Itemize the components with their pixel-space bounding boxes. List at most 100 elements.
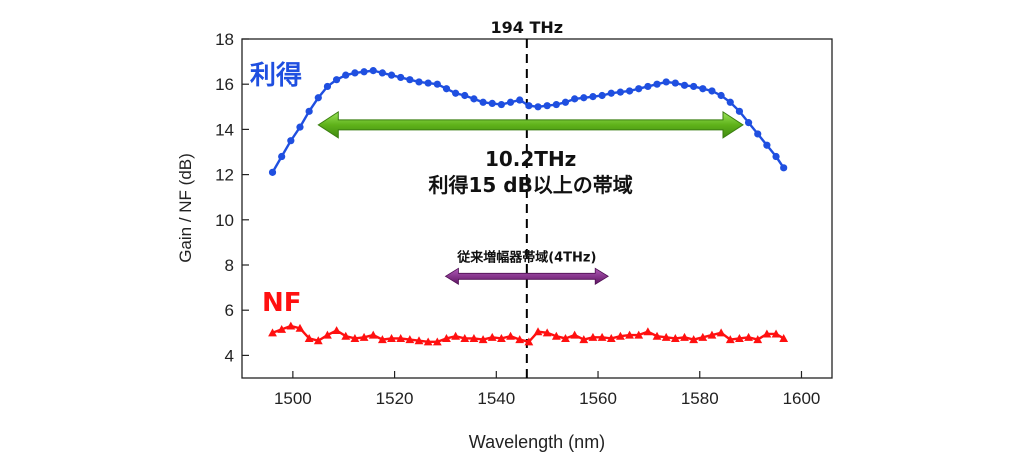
data-point	[690, 82, 698, 91]
data-point	[506, 331, 515, 340]
data-point	[397, 73, 405, 82]
data-point	[369, 67, 377, 75]
data-point	[762, 329, 772, 338]
data-point	[278, 152, 286, 161]
narrow-band-arrow	[444, 267, 609, 286]
data-point	[415, 78, 423, 86]
data-point	[744, 119, 753, 127]
x-axis-label: Wavelength (nm)	[469, 432, 605, 452]
data-point	[680, 332, 689, 341]
data-point	[442, 85, 451, 93]
data-point	[779, 334, 789, 342]
data-point	[452, 89, 460, 97]
data-point	[643, 327, 653, 336]
data-point	[717, 91, 725, 100]
data-point	[461, 91, 469, 100]
x-axis-ticks: 1500 1520 1540 1560 1580 1600	[274, 371, 820, 408]
data-point	[277, 325, 287, 333]
data-point	[470, 95, 478, 103]
y-axis-label: Gain / NF (dB)	[176, 153, 195, 263]
data-point	[662, 78, 670, 86]
data-point	[707, 330, 717, 339]
data-point	[304, 334, 314, 342]
data-point	[314, 94, 322, 102]
data-point	[735, 334, 744, 342]
data-point	[342, 71, 350, 79]
data-point	[351, 69, 359, 77]
data-point	[625, 330, 634, 339]
y-tick-label: 10	[215, 211, 234, 230]
series-gain	[268, 67, 788, 176]
data-point	[487, 332, 497, 341]
data-point	[735, 107, 744, 115]
y-tick-label: 4	[225, 346, 234, 365]
data-point	[698, 332, 708, 341]
wide-band-arrow	[317, 110, 744, 139]
data-point	[478, 335, 488, 344]
data-point	[295, 323, 305, 332]
data-point	[268, 168, 277, 176]
data-point	[332, 326, 342, 335]
data-point	[296, 123, 304, 131]
data-point	[597, 332, 607, 341]
data-point	[744, 332, 753, 341]
data-point	[561, 334, 570, 342]
data-point	[488, 99, 496, 108]
data-point	[616, 331, 625, 340]
data-point	[515, 335, 525, 344]
data-point	[635, 85, 643, 93]
data-point	[341, 331, 351, 340]
data-point	[580, 94, 588, 102]
data-point	[387, 71, 396, 79]
data-point	[708, 87, 716, 95]
data-point	[661, 332, 671, 341]
data-point	[534, 103, 542, 111]
data-point	[368, 330, 378, 339]
data-point	[305, 107, 313, 115]
data-point	[726, 98, 734, 106]
data-point	[606, 334, 616, 342]
frequency-marker-label: 194 THz	[491, 18, 564, 37]
data-point	[725, 335, 735, 344]
data-point	[432, 337, 442, 346]
data-point	[625, 87, 634, 95]
data-point	[359, 332, 369, 341]
data-point	[469, 334, 479, 342]
data-point	[525, 102, 533, 110]
y-tick-label: 12	[215, 166, 234, 185]
data-point	[524, 337, 534, 346]
data-point	[323, 330, 332, 339]
x-tick-label: 1600	[783, 389, 821, 408]
data-point	[424, 79, 432, 87]
narrow-band-label: 従来増幅器帯域(4THz)	[456, 249, 596, 265]
data-point	[479, 98, 487, 106]
data-point	[496, 334, 506, 342]
data-point	[268, 328, 277, 337]
data-point	[313, 336, 323, 345]
data-point	[286, 321, 296, 330]
data-point	[387, 334, 396, 342]
y-tick-label: 14	[215, 120, 234, 139]
data-point	[772, 152, 780, 161]
data-point	[588, 332, 598, 341]
data-point	[377, 335, 387, 344]
wide-band-label-line2: 利得15 dB以上の帯域	[428, 173, 632, 197]
data-point	[570, 330, 580, 339]
y-axis-ticks: 4 6 8 10 12 14 16 18	[215, 30, 249, 365]
x-tick-label: 1560	[579, 389, 617, 408]
data-point	[653, 80, 661, 88]
data-point	[414, 336, 424, 345]
data-point	[763, 141, 771, 149]
y-tick-label: 8	[225, 256, 234, 275]
series-nf	[268, 321, 789, 346]
data-point	[460, 334, 470, 342]
data-point	[716, 328, 726, 337]
data-point	[551, 331, 561, 340]
data-point	[533, 327, 543, 336]
data-point	[561, 98, 570, 106]
data-point	[579, 335, 589, 344]
data-point	[350, 334, 360, 342]
x-tick-label: 1540	[477, 389, 515, 408]
data-point	[671, 79, 679, 87]
